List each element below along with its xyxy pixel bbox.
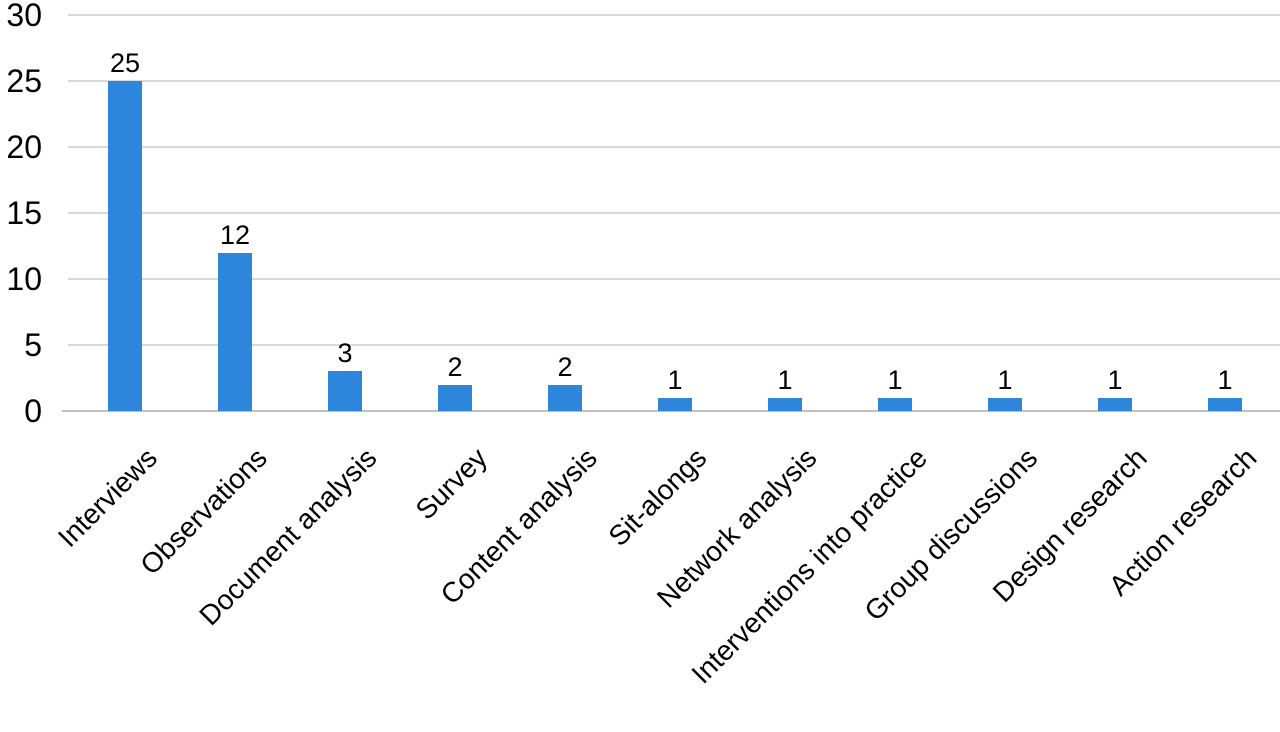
y-axis-tick-label: 25: [6, 63, 42, 99]
category-label: Sit-alongs: [602, 442, 713, 552]
y-axis-tick-label: 15: [6, 195, 42, 231]
bar-content-analysis: [548, 384, 582, 411]
x-axis-line: [62, 410, 1280, 412]
y-axis-tick-label: 0: [24, 393, 42, 429]
bar-interviews: [108, 81, 142, 411]
gridline-y30: [68, 14, 1280, 16]
bar-action-research: [1208, 397, 1242, 411]
bar-sit-alongs: [658, 397, 692, 411]
bar-interventions-into-practice: [878, 397, 912, 411]
value-label: 3: [337, 338, 353, 369]
bar-group-discussions: [988, 397, 1022, 411]
value-label: 1: [777, 364, 793, 395]
category-label: Interviews: [51, 442, 163, 554]
gridline-y20: [68, 146, 1280, 148]
value-label: 1: [997, 364, 1013, 395]
value-label: 2: [557, 351, 573, 382]
value-label: 1: [1107, 364, 1123, 395]
y-axis-tick-label: 10: [6, 261, 42, 297]
value-label: 1: [887, 364, 903, 395]
gridline-y5: [68, 344, 1280, 346]
bar-document-analysis: [328, 371, 362, 411]
bar-observations: [218, 252, 252, 411]
gridline-y25: [68, 80, 1280, 82]
bar-survey: [438, 384, 472, 411]
gridline-y15: [68, 212, 1280, 214]
value-label: 25: [109, 48, 141, 78]
y-axis-tick-label: 20: [6, 129, 42, 165]
bar-network-analysis: [768, 397, 802, 411]
y-axis-tick-label: 30: [6, 0, 42, 33]
category-label: Survey: [409, 442, 493, 526]
y-axis-tick-label: 5: [24, 327, 42, 363]
value-label: 12: [219, 219, 251, 250]
gridline-y10: [68, 278, 1280, 280]
value-label: 1: [667, 364, 683, 395]
value-label: 2: [447, 351, 463, 382]
value-label: 1: [1217, 364, 1233, 395]
bar-design-research: [1098, 397, 1132, 411]
